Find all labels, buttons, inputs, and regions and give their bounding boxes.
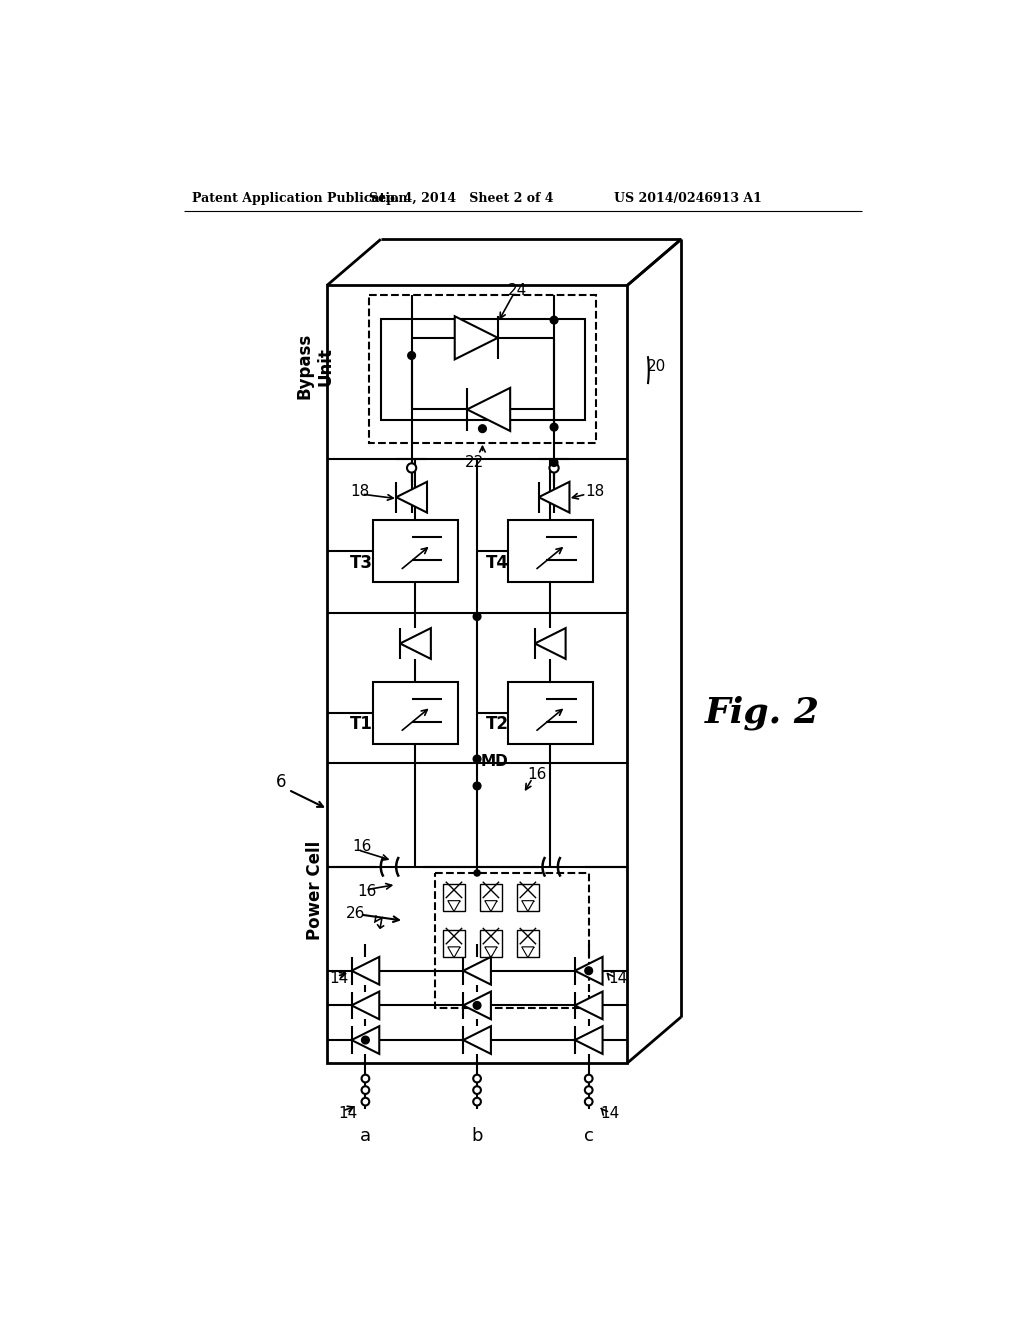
Text: 20: 20	[646, 359, 666, 374]
Text: T4: T4	[486, 553, 509, 572]
Circle shape	[550, 424, 558, 432]
Bar	[370, 296, 596, 444]
Polygon shape	[484, 900, 497, 911]
Polygon shape	[521, 900, 535, 911]
Polygon shape	[351, 991, 379, 1019]
Polygon shape	[463, 957, 490, 985]
Polygon shape	[351, 1026, 379, 1053]
Polygon shape	[400, 628, 431, 659]
Circle shape	[473, 1086, 481, 1094]
Polygon shape	[447, 946, 460, 958]
Text: c: c	[584, 1127, 594, 1146]
Text: 16: 16	[352, 840, 372, 854]
Polygon shape	[535, 628, 565, 659]
Polygon shape	[463, 1026, 490, 1053]
Text: 26: 26	[346, 906, 366, 920]
Circle shape	[585, 1098, 593, 1105]
Circle shape	[473, 1074, 481, 1082]
Text: ↯: ↯	[371, 913, 387, 932]
Bar	[517, 884, 539, 911]
Bar	[480, 929, 502, 957]
Polygon shape	[484, 946, 497, 958]
Circle shape	[473, 612, 481, 620]
Bar	[443, 929, 465, 957]
Bar	[508, 520, 593, 582]
Text: 18: 18	[585, 484, 604, 499]
Text: 18: 18	[350, 484, 370, 499]
Bar	[327, 285, 628, 1063]
Bar	[381, 318, 585, 420]
Text: 24: 24	[508, 282, 527, 297]
Polygon shape	[447, 900, 460, 911]
Polygon shape	[521, 946, 535, 958]
Bar	[373, 682, 458, 743]
Circle shape	[585, 1074, 593, 1082]
Text: a: a	[359, 1127, 371, 1146]
Text: 16: 16	[527, 767, 547, 781]
Text: 16: 16	[357, 884, 377, 899]
Bar	[373, 520, 458, 582]
Circle shape	[473, 781, 481, 789]
Polygon shape	[574, 957, 602, 985]
Bar	[517, 929, 539, 957]
Text: Power Cell: Power Cell	[306, 841, 325, 940]
Polygon shape	[574, 991, 602, 1019]
Text: MD: MD	[481, 754, 509, 768]
Bar	[508, 682, 593, 743]
Circle shape	[361, 1036, 370, 1044]
Polygon shape	[539, 482, 569, 512]
Text: 14: 14	[608, 972, 628, 986]
Text: Patent Application Publication: Patent Application Publication	[193, 191, 408, 205]
Text: 14: 14	[339, 1106, 357, 1121]
Circle shape	[473, 1002, 481, 1010]
Circle shape	[585, 1086, 593, 1094]
Text: T3: T3	[350, 553, 373, 572]
Circle shape	[585, 966, 593, 974]
Text: b: b	[471, 1127, 482, 1146]
Polygon shape	[351, 957, 379, 985]
Text: 14: 14	[330, 972, 348, 986]
Circle shape	[473, 1098, 481, 1105]
Circle shape	[361, 1098, 370, 1105]
Text: 6: 6	[275, 774, 286, 791]
Text: 22: 22	[465, 455, 484, 470]
Polygon shape	[463, 991, 490, 1019]
Bar	[480, 884, 502, 911]
Polygon shape	[467, 388, 510, 430]
Circle shape	[550, 317, 558, 323]
Polygon shape	[396, 482, 427, 512]
Circle shape	[361, 1086, 370, 1094]
Bar	[435, 873, 589, 1007]
Circle shape	[550, 458, 558, 466]
Circle shape	[474, 870, 480, 876]
Text: Bypass
Unit: Bypass Unit	[296, 333, 335, 400]
Circle shape	[473, 755, 481, 763]
Polygon shape	[455, 317, 498, 359]
Circle shape	[407, 463, 416, 473]
Bar	[443, 884, 465, 911]
Text: T2: T2	[486, 715, 509, 734]
Text: T1: T1	[350, 715, 373, 734]
Text: Fig. 2: Fig. 2	[705, 696, 819, 730]
Text: Sep. 4, 2014   Sheet 2 of 4: Sep. 4, 2014 Sheet 2 of 4	[370, 191, 554, 205]
Polygon shape	[574, 1026, 602, 1053]
Circle shape	[550, 463, 559, 473]
Circle shape	[408, 351, 416, 359]
Circle shape	[361, 1074, 370, 1082]
Text: 14: 14	[600, 1106, 620, 1121]
Text: US 2014/0246913 A1: US 2014/0246913 A1	[614, 191, 762, 205]
Circle shape	[478, 425, 486, 433]
